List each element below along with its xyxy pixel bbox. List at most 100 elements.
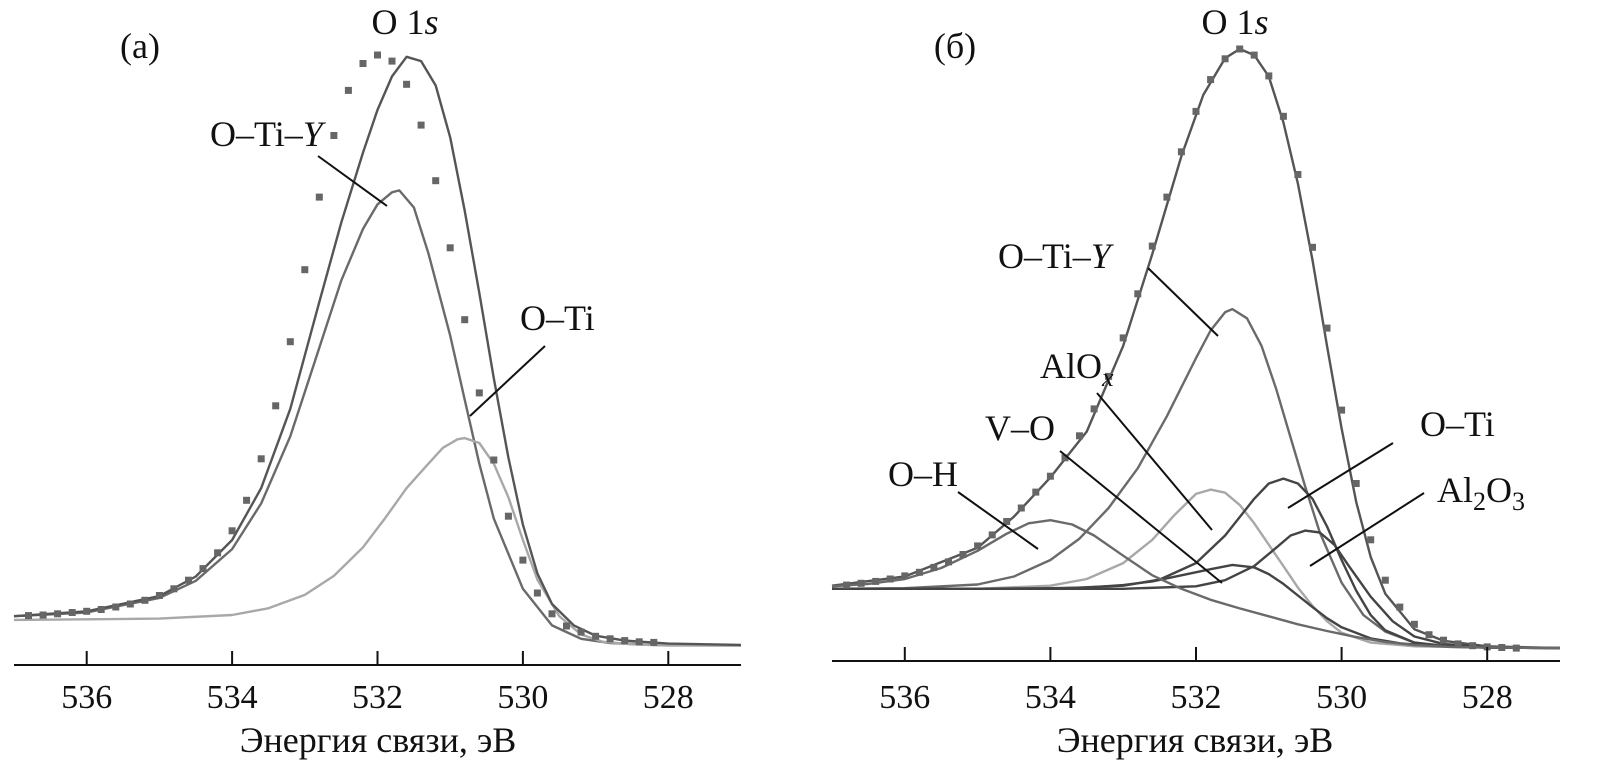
panel-b-data-point xyxy=(872,577,880,585)
panel-b-series-o-ti-y xyxy=(831,307,1561,650)
panel-a-data-point xyxy=(621,637,629,645)
panel-b-x-axis-label: Энергия связи, эВ xyxy=(1057,720,1334,760)
panel-a-data-point xyxy=(185,576,192,584)
panel-b-data-point xyxy=(1148,242,1156,250)
panel-b-data-point xyxy=(1425,631,1433,639)
panel-a-data-point xyxy=(374,51,381,59)
panel-a-data-point xyxy=(548,610,556,618)
panel-b-data-point xyxy=(974,542,982,550)
panel-b-data-point xyxy=(1177,148,1185,156)
panel-b-annotation-al2o3: Al2O3 xyxy=(1437,470,1525,516)
panel-b-leader-alox xyxy=(1096,392,1213,531)
panel-b-data-point xyxy=(857,579,865,587)
panel-b-x-tick-label: 528 xyxy=(1462,679,1513,716)
panel-b-data-point xyxy=(1163,193,1171,201)
panel-b-data-point xyxy=(1454,640,1462,648)
panel-b-data-point xyxy=(1032,488,1040,496)
panel-a-data-point xyxy=(39,611,47,619)
panel-b-data-point xyxy=(1003,518,1011,525)
panel-b-data-point xyxy=(1236,45,1244,53)
panel-a-data-point xyxy=(504,512,512,520)
panel-b-data-point xyxy=(1250,51,1258,59)
panel-b-label: (б) xyxy=(934,26,976,66)
panel-a-data-point xyxy=(199,565,207,573)
panel-b-data-point xyxy=(1046,472,1054,480)
panel-a-leader-o-ti xyxy=(469,345,546,417)
panel-a-data-point xyxy=(417,121,425,129)
panel-b-data-point xyxy=(1265,72,1273,80)
panel-a-data-point xyxy=(461,316,469,324)
panel-a-data-point xyxy=(214,549,222,557)
panel-a: (а) O 1s O–Ti–Y O–Ti 536 534 532 530 528 Эне… xyxy=(13,2,742,760)
panel-b-data-point xyxy=(1469,642,1477,650)
panel-b-data-point xyxy=(1396,603,1404,611)
panel-a-data-point xyxy=(432,177,440,185)
panel-b-data-point xyxy=(1207,76,1215,84)
panel-b-series-o-h xyxy=(831,519,1561,650)
panel-a-data-point xyxy=(170,585,178,593)
panel-a-x-ticks: 536 534 532 530 528 xyxy=(61,651,694,716)
panel-a-data-point xyxy=(301,266,309,274)
panel-a-data-point xyxy=(446,244,454,252)
panel-a-data-point xyxy=(650,638,658,646)
panel-b-leader-o-h xyxy=(957,491,1039,550)
panel-b-leader-o-ti-y xyxy=(1147,267,1219,337)
panel-b-data-point xyxy=(1192,107,1200,115)
panel-a-annotation-o-ti: O–Ti xyxy=(520,298,595,338)
panel-b-x-ticks: 536 534 532 530 528 xyxy=(879,647,1513,716)
panel-b-data-point xyxy=(1483,643,1491,651)
panel-a-data-point xyxy=(388,57,396,65)
panel-b-data-point xyxy=(959,551,967,558)
panel-a-data-point xyxy=(403,80,411,88)
panel-a-leader-o-ti-y xyxy=(317,155,388,207)
panel-b-data-point xyxy=(1367,536,1375,544)
panel-b-data-point xyxy=(1090,405,1098,413)
panel-a-data-point xyxy=(112,603,120,611)
panel-a-data-point xyxy=(126,600,134,608)
panel-a-data-point xyxy=(606,635,614,643)
panel-b-data-point xyxy=(1498,644,1506,651)
panel-b-data-point xyxy=(1119,334,1127,342)
panel-b-plot xyxy=(831,45,1561,652)
panel-a-data-point xyxy=(25,612,32,620)
panel-a-x-axis-label: Энергия связи, эВ xyxy=(240,720,517,760)
panel-b-series-al2o3 xyxy=(832,529,1561,650)
panel-b-data-point xyxy=(1105,372,1113,380)
panel-b-annotation-v-o: V–O xyxy=(985,408,1055,448)
panel-b-annotation-o-ti-y: O–Ti–Y xyxy=(998,236,1115,276)
panel-b-data-point xyxy=(1076,432,1083,440)
panel-b-data-point xyxy=(1279,112,1287,120)
panel-a-x-tick-label: 528 xyxy=(643,679,694,716)
panel-a-data-point xyxy=(519,556,527,564)
panel-a-data-point xyxy=(533,589,541,597)
panel-b-data-point xyxy=(1512,644,1520,652)
panel-b-series-o-ti xyxy=(832,477,1561,650)
panel-a-plot xyxy=(13,51,742,647)
panel-a-data-point xyxy=(330,132,338,139)
panel-b-series-envelope-0 xyxy=(831,47,1561,650)
panel-a-data-point xyxy=(68,609,76,616)
panel-b-data-point xyxy=(988,531,996,539)
panel-a-series-envelope-2 xyxy=(13,55,742,647)
panel-a-data-point xyxy=(635,638,643,646)
panel-b-data-point xyxy=(1309,243,1316,251)
panel-b-leader-al2o3 xyxy=(1309,492,1425,567)
panel-a-data-point xyxy=(475,389,483,397)
panel-b-data-point xyxy=(1017,504,1025,512)
panel-b: (б) O 1s O–Ti–Y AlOx V–O O–H O–Ti Al2O3 … xyxy=(831,2,1561,760)
panel-a-data-point xyxy=(359,60,367,67)
panel-b-leader-v-o xyxy=(1059,450,1223,584)
panel-a-data-point xyxy=(490,456,498,464)
panel-a-x-tick-label: 534 xyxy=(207,679,258,716)
panel-b-annotation-o-ti: O–Ti xyxy=(1420,404,1495,444)
panel-b-data-point xyxy=(915,568,923,576)
panel-b-data-point xyxy=(886,575,894,583)
panel-b-data-point xyxy=(1061,454,1069,462)
panel-b-data-point xyxy=(901,572,909,580)
panel-a-data-point xyxy=(97,606,105,613)
panel-a-data-point xyxy=(243,496,251,504)
panel-b-x-tick-label: 534 xyxy=(1025,679,1076,716)
panel-a-data-point xyxy=(592,632,600,640)
panel-b-x-tick-label: 532 xyxy=(1171,679,1222,716)
